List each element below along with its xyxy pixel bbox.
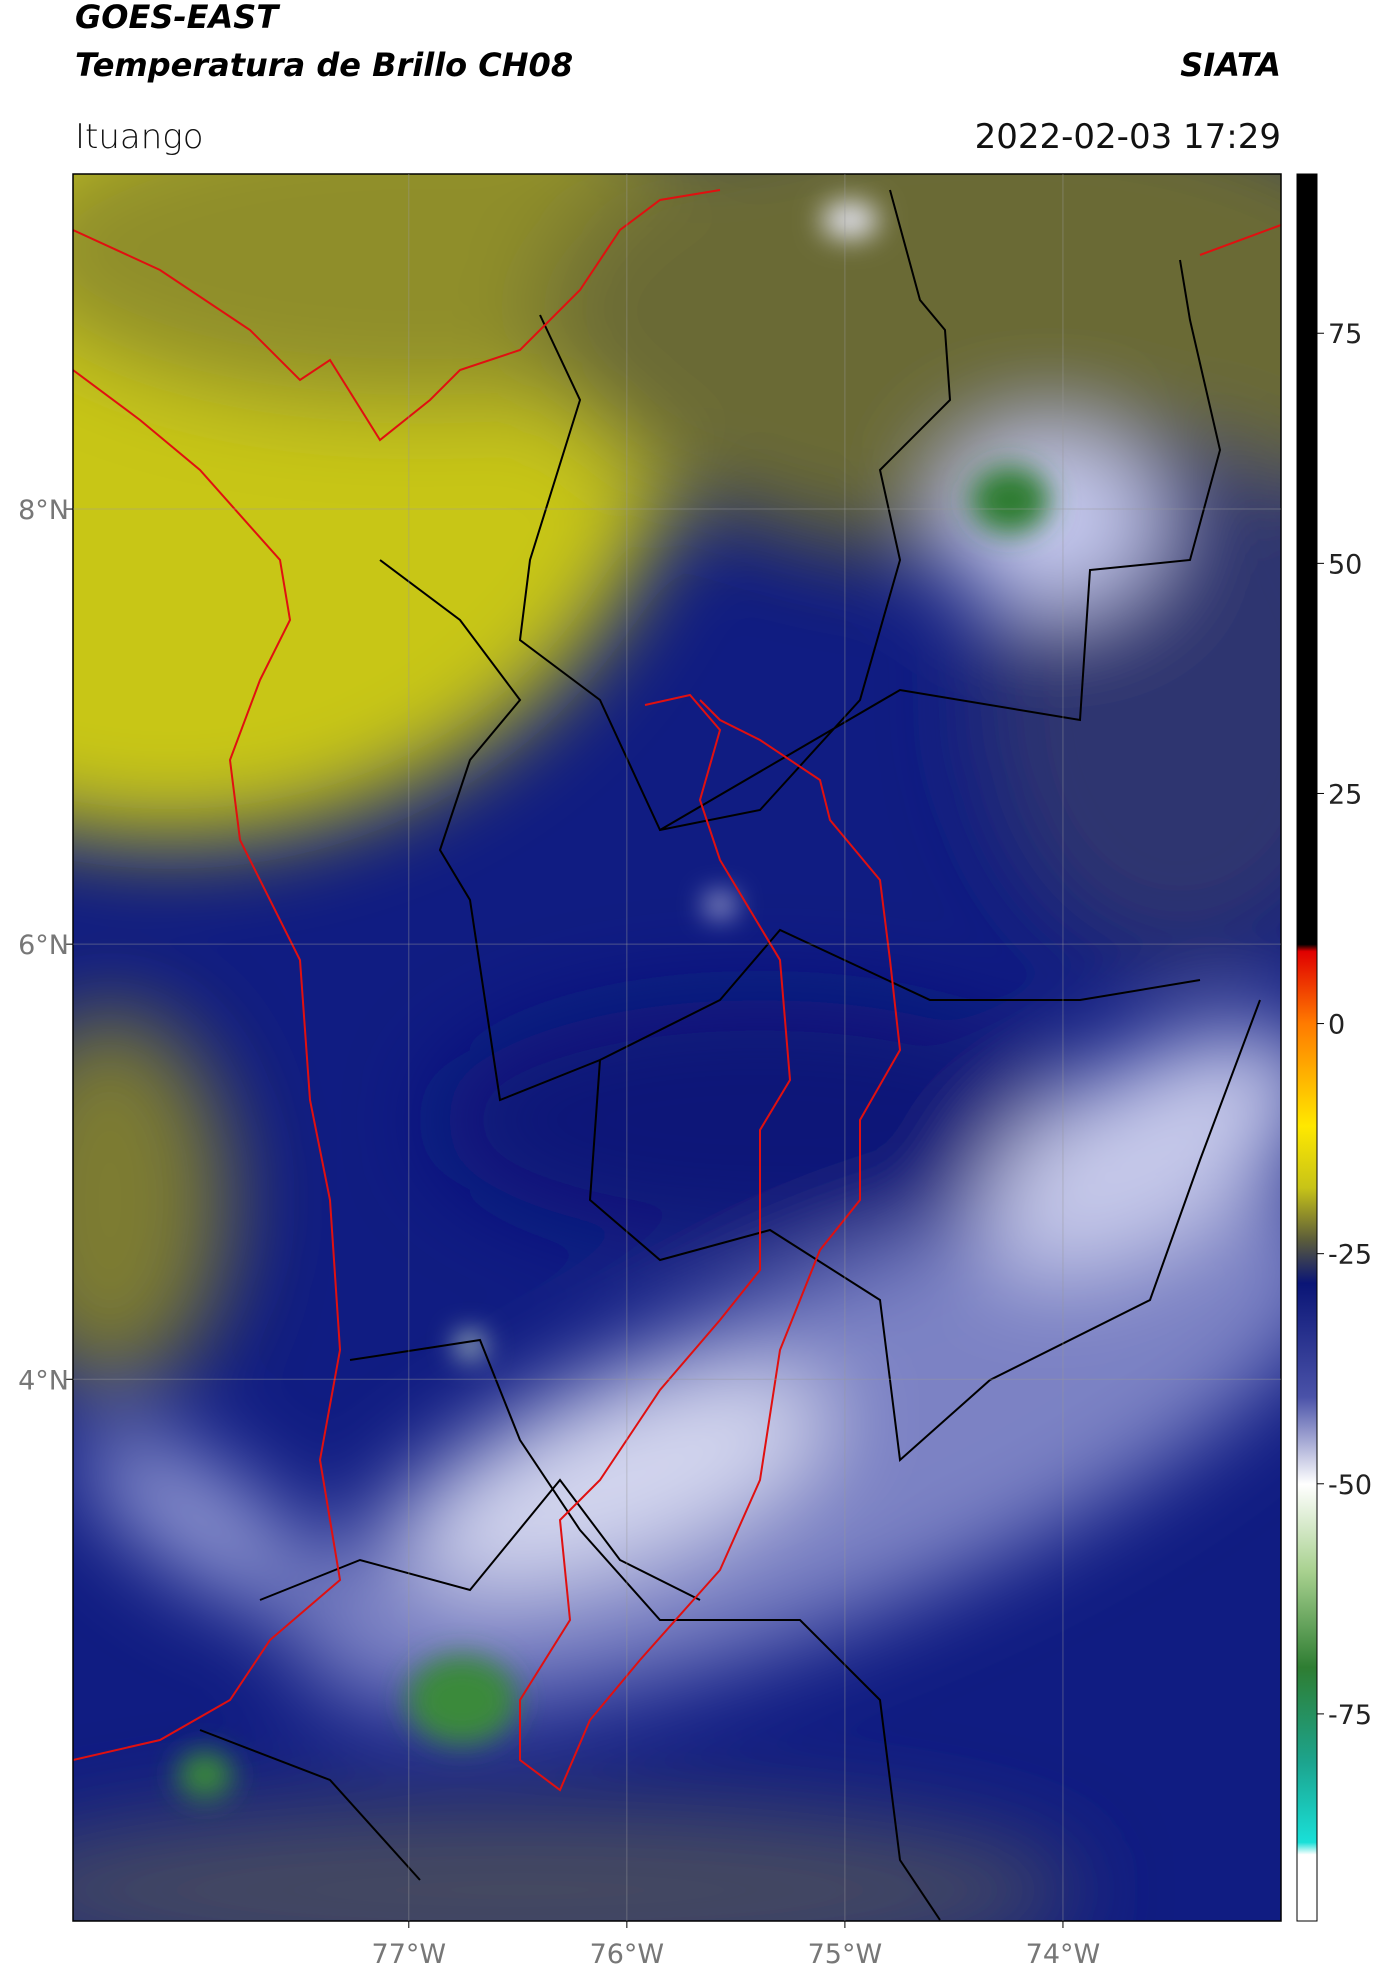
- lat-tick-label: 6°N: [18, 930, 69, 961]
- title-line1: GOES-EAST: [75, 0, 280, 36]
- lon-tick-label: 76°W: [590, 1939, 665, 1970]
- colorbar-tick-label: 50: [1328, 549, 1362, 580]
- colorbar-tick-label: 25: [1328, 779, 1362, 810]
- colorbar-tick-label: 0: [1328, 1010, 1345, 1041]
- timestamp: 2022-02-03 17:29: [975, 117, 1281, 157]
- colorbar-tick-label: -75: [1328, 1700, 1372, 1731]
- lon-tick-label: 77°W: [372, 1939, 447, 1970]
- colorbar-tick-label: 75: [1328, 319, 1362, 350]
- organization: SIATA: [1180, 46, 1281, 84]
- colorbar: [1296, 173, 1318, 1922]
- lat-tick-label: 8°N: [18, 495, 69, 526]
- colorbar-tick-label: -25: [1328, 1240, 1372, 1271]
- colorbar-tick-label: -50: [1328, 1470, 1372, 1501]
- map-frame: [72, 173, 1282, 1922]
- lat-tick-label: 4°N: [18, 1365, 69, 1396]
- cold-tops: [177, 202, 1050, 1799]
- lon-tick-label: 75°W: [808, 1939, 883, 1970]
- boundaries: [73, 189, 1281, 1921]
- graticule: 8°N 6°N 4°N 77°W 76°W 75°W 74°W: [18, 174, 1281, 1970]
- location: Ituango: [75, 117, 204, 157]
- title-line2: Temperatura de Brillo CH08: [75, 46, 573, 84]
- lon-tick-label: 74°W: [1026, 1939, 1101, 1970]
